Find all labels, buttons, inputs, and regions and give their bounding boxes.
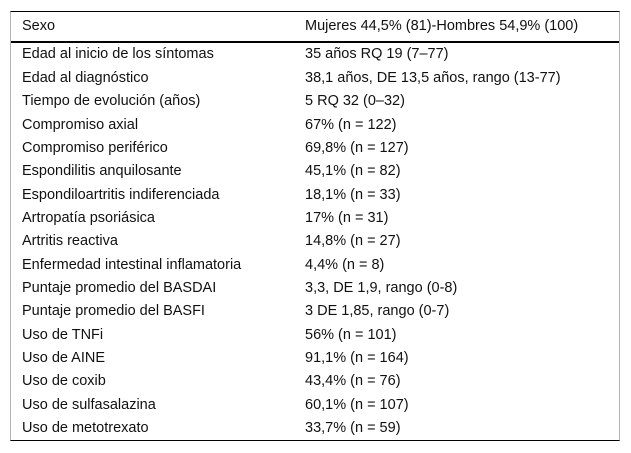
row-value: 17% (n = 31) (305, 210, 389, 226)
row-label: Uso de TNFi (22, 327, 104, 343)
row-value: 69,8% (n = 127) (305, 140, 409, 156)
row-value: 5 RQ 32 (0–32) (305, 94, 405, 109)
header-label: Sexo (22, 19, 56, 34)
row-label: Edad al diagnóstico (22, 70, 149, 86)
table-row: Uso de sulfasalazina 60,1% (n = 107) (11, 393, 619, 416)
table-row: Edad al inicio de los síntomas 35 años R… (11, 43, 619, 66)
row-value: 67% (n = 122) (305, 117, 397, 132)
table-row: Enfermedad intestinal inflamatoria 4,4% … (11, 253, 619, 276)
row-label: Puntaje promedio del BASDAI (22, 281, 217, 296)
row-label: Espondilitis anquilosante (22, 164, 182, 179)
statistics-table: Sexo Mujeres 44,5% (81)-Hombres 54,9% (1… (10, 11, 620, 441)
table-row: Uso de metotrexato 33,7% (n = 59) (11, 417, 619, 440)
table-row: Artropatía psoriásica 17% (n = 31) (11, 207, 619, 230)
row-label: Espondiloartritis indiferenciada (22, 187, 220, 203)
row-label: Compromiso periférico (22, 140, 168, 156)
row-label: Artritis reactiva (22, 234, 118, 249)
table-body: Edad al inicio de los síntomas 35 años R… (11, 43, 619, 440)
table-row: Puntaje promedio del BASDAI 3,3, DE 1,9,… (11, 277, 619, 300)
row-value: 38,1 años, DE 13,5 años, rango (13-77) (305, 70, 561, 86)
row-value: 35 años RQ 19 (7–77) (305, 47, 449, 62)
table-row: Puntaje promedio del BASFI 3 DE 1,85, ra… (11, 300, 619, 323)
row-value: 43,4% (n = 76) (305, 374, 401, 389)
row-value: 56% (n = 101) (305, 327, 397, 343)
row-value: 91,1% (n = 164) (305, 351, 409, 366)
row-label: Uso de coxib (22, 374, 106, 389)
table-header-row: Sexo Mujeres 44,5% (81)-Hombres 54,9% (1… (11, 12, 619, 43)
row-value: 18,1% (n = 33) (305, 187, 401, 203)
table-row: Tiempo de evolución (años) 5 RQ 32 (0–32… (11, 90, 619, 113)
table-row: Artritis reactiva 14,8% (n = 27) (11, 230, 619, 253)
row-value: 33,7% (n = 59) (305, 421, 401, 436)
row-value: 60,1% (n = 107) (305, 397, 409, 413)
table-row: Uso de coxib 43,4% (n = 76) (11, 370, 619, 393)
header-value: Mujeres 44,5% (81)-Hombres 54,9% (100) (305, 19, 579, 34)
row-value: 4,4% (n = 8) (305, 257, 385, 273)
row-label: Edad al inicio de los síntomas (22, 47, 214, 62)
table-row: Compromiso axial 67% (n = 122) (11, 113, 619, 136)
table-row: Espondilitis anquilosante 45,1% (n = 82) (11, 160, 619, 183)
table-row: Compromiso periférico 69,8% (n = 127) (11, 136, 619, 159)
row-label: Compromiso axial (22, 117, 139, 132)
row-value: 14,8% (n = 27) (305, 234, 401, 249)
row-label: Uso de AINE (22, 351, 106, 366)
row-label: Tiempo de evolución (años) (22, 94, 201, 109)
row-label: Uso de sulfasalazina (22, 397, 156, 413)
row-label: Puntaje promedio del BASFI (22, 304, 205, 319)
table-row: Espondiloartritis indiferenciada 18,1% (… (11, 183, 619, 206)
row-value: 3 DE 1,85, rango (0-7) (305, 304, 450, 319)
table-row: Uso de TNFi 56% (n = 101) (11, 323, 619, 346)
row-label: Artropatía psoriásica (22, 210, 155, 226)
row-value: 45,1% (n = 82) (305, 164, 401, 179)
row-value: 3,3, DE 1,9, rango (0-8) (305, 281, 458, 296)
row-label: Enfermedad intestinal inflamatoria (22, 257, 242, 273)
table-row: Edad al diagnóstico 38,1 años, DE 13,5 a… (11, 66, 619, 89)
row-label: Uso de metotrexato (22, 421, 149, 436)
table-row: Uso de AINE 91,1% (n = 164) (11, 347, 619, 370)
